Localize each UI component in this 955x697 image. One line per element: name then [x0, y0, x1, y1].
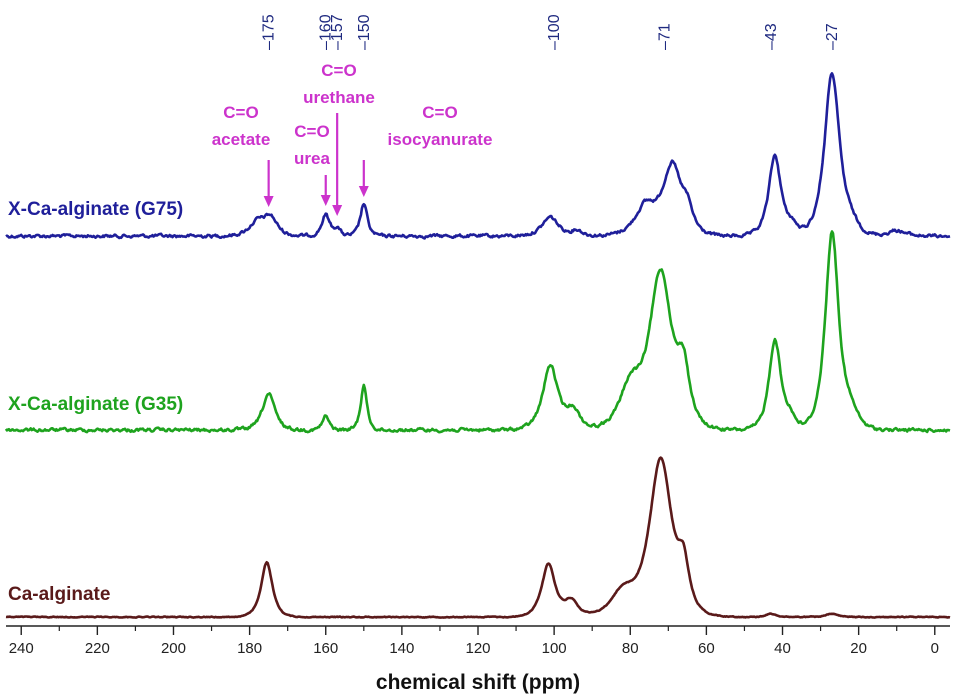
spectra-group [4, 72, 951, 619]
x-tick-label: 200 [161, 640, 186, 657]
peak-label: –100 [546, 14, 563, 50]
annotation-arrow-head [332, 205, 343, 216]
annotation-label: isocyanurate [388, 130, 493, 149]
x-tick-label: 40 [774, 640, 791, 657]
x-tick-label: 80 [622, 640, 639, 657]
peak-label: –43 [763, 23, 780, 50]
annotation-label: urea [294, 149, 330, 168]
x-axis: 240 220 200 180 160 140 120 100 80 60 40 20 0 [6, 625, 950, 657]
series-line-2 [4, 230, 951, 434]
x-tick-label: 60 [698, 640, 715, 657]
peak-label: –27 [824, 23, 841, 50]
peak-label: –157 [329, 14, 346, 50]
annotation-label: C=O [223, 103, 258, 122]
annotation-arrow-head [358, 186, 369, 197]
x-tick-label: 160 [313, 640, 338, 657]
series-labels: X-Ca-alginate (G75) X-Ca-alginate (G35) Ca… [8, 199, 183, 605]
peak-label: –71 [657, 23, 674, 50]
annotation-arrow-head [263, 196, 274, 207]
x-tick-label: 180 [237, 640, 262, 657]
annotation-label: C=O [422, 103, 457, 122]
series-label-3: Ca-alginate [8, 584, 110, 605]
series-line-1 [5, 72, 951, 240]
x-tick-label: 120 [465, 640, 490, 657]
x-axis-title: chemical shift (ppm) [376, 671, 580, 694]
peak-label: –160 [318, 14, 335, 50]
x-tick-label: 100 [542, 640, 567, 657]
x-tick-label: 0 [931, 640, 939, 657]
peak-labels: –175 –160–157 –150 –100 –71 –43 –27 [261, 14, 841, 50]
series-label-2: X-Ca-alginate (G35) [8, 394, 183, 415]
annotation-label: urethane [303, 88, 375, 107]
peak-label: –150 [356, 14, 373, 50]
annotation-label: C=O [321, 61, 356, 80]
x-tick-label: 220 [85, 640, 110, 657]
annotations: C=O acetate C=O urea C=O urethane C=O isocyanur… [212, 61, 493, 216]
x-tick-label: 140 [389, 640, 414, 657]
series-line-3 [5, 456, 951, 619]
annotation-arrow-head [320, 195, 331, 206]
peak-label: –175 [261, 14, 278, 50]
series-label-1: X-Ca-alginate (G75) [8, 199, 183, 220]
x-tick-label: 20 [850, 640, 867, 657]
annotation-label: C=O [294, 122, 329, 141]
x-tick-label: 240 [9, 640, 34, 657]
annotation-label: acetate [212, 130, 271, 149]
